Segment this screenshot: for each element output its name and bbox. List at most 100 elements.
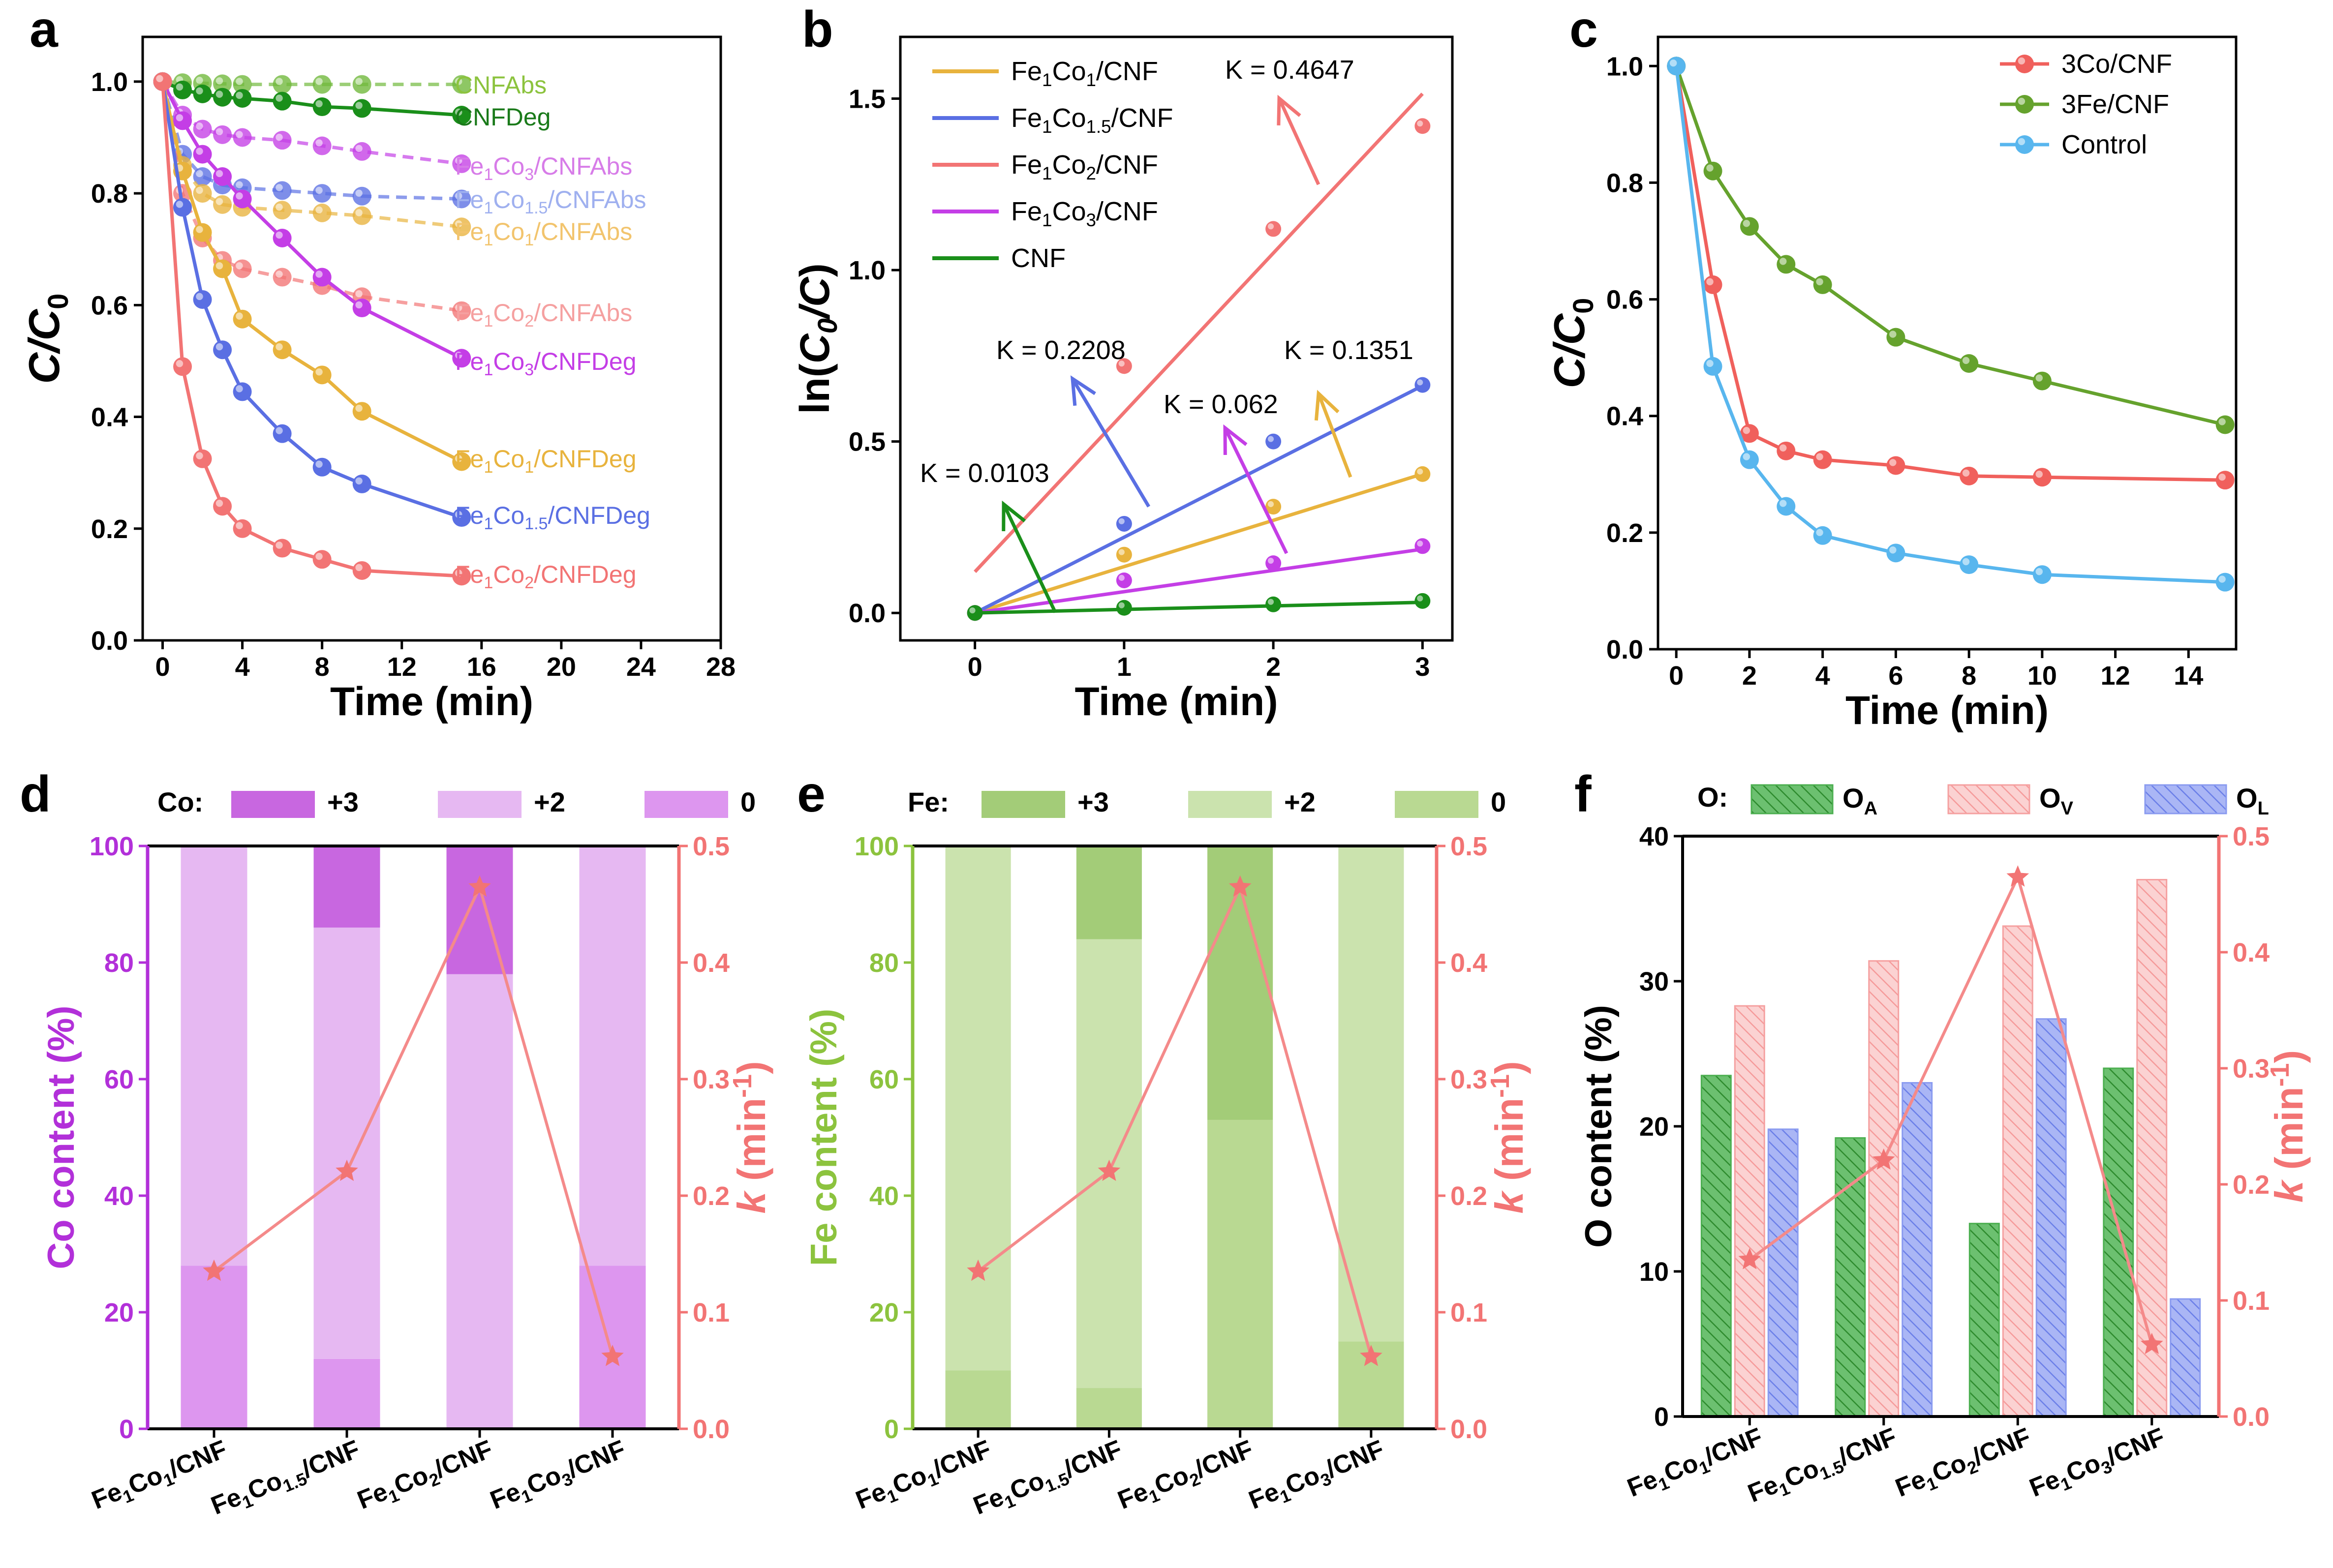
x-tick-label: 16 [467, 652, 496, 682]
data-point-highlight [236, 91, 243, 99]
x-tick-label: 28 [706, 652, 736, 682]
data-point [1703, 161, 1722, 181]
data-point-highlight [215, 170, 223, 178]
category-label: Fe1Co2/CNF [1891, 1422, 2036, 1506]
fit-line [974, 384, 1423, 615]
k-arrow-shaft [1071, 378, 1151, 508]
data-point-highlight [276, 271, 283, 278]
data-point-highlight [1962, 558, 1970, 566]
data-point-highlight [276, 184, 283, 191]
plot-frame [141, 35, 722, 642]
data-point-highlight [215, 343, 223, 351]
bar-segment [181, 1266, 247, 1429]
x-axis-label: Time (min) [330, 679, 533, 724]
legend-swatch [982, 791, 1065, 818]
data-point-highlight [355, 102, 363, 109]
k-arrow-shaft [1223, 427, 1289, 554]
data-point-highlight [315, 100, 323, 108]
y-tick-label: 60 [104, 1065, 134, 1094]
category-label: Fe1Co2/CNF [353, 1435, 498, 1518]
data-point [1265, 433, 1282, 450]
data-point-highlight [276, 133, 283, 141]
data-point-highlight [455, 304, 462, 311]
data-point [1740, 450, 1759, 469]
data-point-highlight [1962, 469, 1970, 477]
y2-tick-label: 0.1 [2233, 1286, 2270, 1316]
bar-segment [313, 927, 380, 1359]
bar-segment [1076, 846, 1142, 939]
x-axis-label: Time (min) [1845, 688, 2049, 733]
legend-swatch [1395, 791, 1478, 818]
data-point [1703, 357, 1722, 376]
data-point [1116, 600, 1132, 616]
data-point [233, 519, 252, 538]
x-tick-label: 8 [315, 652, 330, 682]
data-point [273, 75, 292, 94]
data-point-highlight [355, 78, 363, 85]
legend-swatch [1947, 784, 2030, 814]
data-point-highlight [276, 78, 283, 85]
data-point [312, 75, 332, 94]
data-point [352, 142, 371, 161]
k-arrow-head [1314, 390, 1340, 421]
data-point-highlight [355, 301, 363, 309]
y2-tick-label: 0.3 [693, 1065, 730, 1094]
data-point [153, 72, 172, 91]
y-tick-label: 0 [1654, 1402, 1669, 1432]
data-point [1116, 546, 1132, 563]
data-point-highlight [215, 128, 223, 135]
legend-title: O: [1697, 782, 1728, 813]
panel-letter-f: f [1574, 766, 1592, 823]
data-point [233, 259, 252, 278]
series-label: CNFDeg [455, 103, 551, 131]
legend-label: +3 [327, 786, 359, 817]
data-point-highlight [1816, 529, 1823, 536]
k-star [601, 1345, 624, 1366]
data-point-highlight [2218, 575, 2226, 583]
legend-marker [2015, 55, 2034, 73]
chart-f: Fe1Co1/CNFFe1Co1.5/CNFFe1Co2/CNFFe1Co3/C… [1578, 782, 2311, 1508]
x-tick-label: 0 [1669, 661, 1684, 691]
data-point [312, 97, 332, 117]
x-tick-label: 2 [1742, 661, 1757, 691]
data-point [967, 605, 983, 621]
k-star [1098, 1159, 1121, 1181]
legend-label: CNF [1011, 243, 1066, 273]
category-label: Fe1Co1/CNF [1623, 1422, 1768, 1506]
y2-tick-label: 0.5 [1450, 832, 1487, 861]
y-tick-label: 1.0 [1606, 52, 1643, 81]
legend-label: Fe1Co3/CNF [1011, 197, 1158, 230]
legend-swatch [645, 791, 728, 818]
chart-e: Fe1Co1/CNFFe1Co1.5/CNFFe1Co2/CNFFe1Co3/C… [803, 786, 1531, 1520]
series-label: Fe1Co3/CNFAbs [455, 152, 632, 184]
data-point-highlight [2035, 374, 2043, 382]
data-point [273, 131, 292, 150]
y-tick-label: 0 [884, 1415, 899, 1444]
bar-segment [313, 1358, 380, 1429]
k-line [1749, 873, 2153, 1345]
data-point [1886, 456, 1905, 475]
plot-frame [899, 35, 1454, 642]
y-tick-label: 100 [855, 832, 899, 861]
y2-tick-label: 0.3 [1450, 1065, 1487, 1094]
data-point-highlight [1743, 426, 1750, 434]
data-point-highlight [1889, 546, 1897, 554]
data-point [1813, 450, 1832, 469]
bar [1835, 1137, 1866, 1417]
data-point-highlight [2035, 470, 2043, 478]
data-point [1886, 543, 1905, 563]
data-point [173, 80, 192, 99]
legend-label: +3 [1077, 786, 1109, 817]
bar [1767, 1128, 1799, 1417]
y-tick-label: 0.2 [1606, 518, 1643, 548]
data-point [1414, 593, 1431, 609]
legend-label: +2 [534, 786, 565, 817]
data-point [273, 181, 292, 200]
data-point [213, 259, 232, 278]
data-point-highlight [236, 385, 243, 392]
data-point [233, 382, 252, 401]
legend-marker-highlight [2018, 97, 2026, 105]
data-point [1414, 377, 1431, 393]
data-point-highlight [1706, 164, 1714, 172]
y-tick-label: 1.5 [849, 84, 886, 114]
